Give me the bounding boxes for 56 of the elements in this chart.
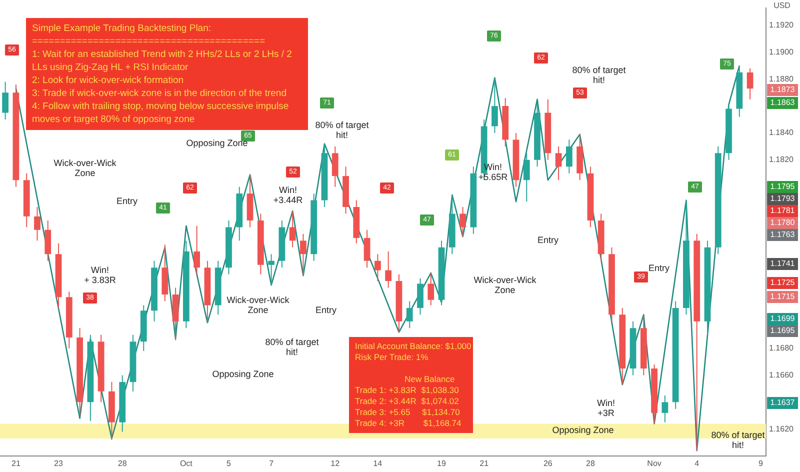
annotation: Wick-over-Wick Zone <box>54 158 116 178</box>
y-tick-label: 1.1820 <box>769 155 794 164</box>
y-tick-label: 1.1680 <box>769 344 794 353</box>
annotation: Wick-over-Wick Zone <box>474 275 536 295</box>
x-tick-label: 28 <box>586 459 596 468</box>
annotation: Win! +3R <box>597 398 615 418</box>
annotation: Opposing Zone <box>212 369 274 379</box>
text: 1.1699 <box>767 313 798 325</box>
text: 1.1873 <box>767 84 798 96</box>
text: Initial Account Balance: $1,000 Risk Per Trade: 1% New Balance Trade 1: +3.83R $1,038.30 Trade 2: +3.44R $1,074.02 Trade 3: +5.65 $1,134.70 Trade 4: +3R $1,168.74 <box>355 341 472 428</box>
annotation: 80% of target hit! <box>265 337 319 357</box>
x-tick-label: 7 <box>269 459 274 468</box>
x-tick-label: 21 <box>12 459 21 468</box>
text: 1.1715 <box>767 291 798 303</box>
x-tick-label: 12 <box>330 459 340 468</box>
annotation: ========================================== 1: Wait for an established Trend with 2 HHs/2 LLs or 2 LHs / 2 LLs using Zig-Zag HL + RSI Indicator 2: Look for wick-over-wick formation 3: Trade if wick-over-wick zone is in the direction of the trend 4: Follow with trailing stop, moving below successive impulse moves or target 80% of opposing zone <box>32 36 292 125</box>
annotation: 80% of target hit! <box>315 120 369 140</box>
text: 1.1725 <box>767 277 798 289</box>
y-tick-label: 1.1880 <box>769 74 794 84</box>
text: 1.1741 <box>767 258 798 270</box>
annotation: Entry <box>315 305 337 315</box>
y-tick-label: 1.1660 <box>769 370 794 380</box>
x-tick-label: Nov <box>647 459 662 468</box>
text: 1.1781 <box>767 205 798 217</box>
annotation: Entry <box>648 263 670 273</box>
y-tick-label: 1.1900 <box>769 47 794 56</box>
x-tick-label: 23 <box>54 459 64 468</box>
text: 1.1795 <box>767 181 798 193</box>
y-tick-label: 1.1620 <box>769 424 794 434</box>
x-tick-label: 9 <box>758 459 764 468</box>
text: 1.1863 <box>767 97 798 109</box>
annotation: Win! + 3.83R <box>84 265 116 285</box>
text: 1.1793 <box>767 193 798 205</box>
x-tick-label: 21 <box>480 459 490 468</box>
annotation: Entry <box>116 196 138 206</box>
text: 1.1763 <box>767 229 798 241</box>
x-tick-label: 26 <box>543 459 553 468</box>
y-tick-label: 1.1920 <box>769 20 794 30</box>
annotation: Win! +3.44R <box>273 185 303 205</box>
y-axis-title: USD <box>774 1 791 10</box>
x-tick-label: 14 <box>373 459 383 468</box>
x-tick-label: 19 <box>437 459 447 468</box>
text: 1.1637 <box>767 397 798 409</box>
x-tick-label: Oct <box>180 459 194 468</box>
annotation: 80% of target hit! <box>572 65 626 85</box>
annotation: 80% of target hit! <box>711 430 765 450</box>
x-tick-label: 4 <box>694 459 700 468</box>
text: 1.1780 <box>767 217 798 229</box>
annotation: Entry <box>537 235 559 245</box>
annotation: Wick-over-Wick Zone <box>226 295 290 315</box>
annotation: Opposing Zone <box>552 425 614 435</box>
y-tick-label: 1.1840 <box>769 128 794 138</box>
text: Simple Example Trading Backtesting Plan: <box>32 23 212 34</box>
x-tick-label: 5 <box>226 459 232 468</box>
x-tick-label: 28 <box>118 459 128 468</box>
text: 1.1695 <box>767 325 798 337</box>
